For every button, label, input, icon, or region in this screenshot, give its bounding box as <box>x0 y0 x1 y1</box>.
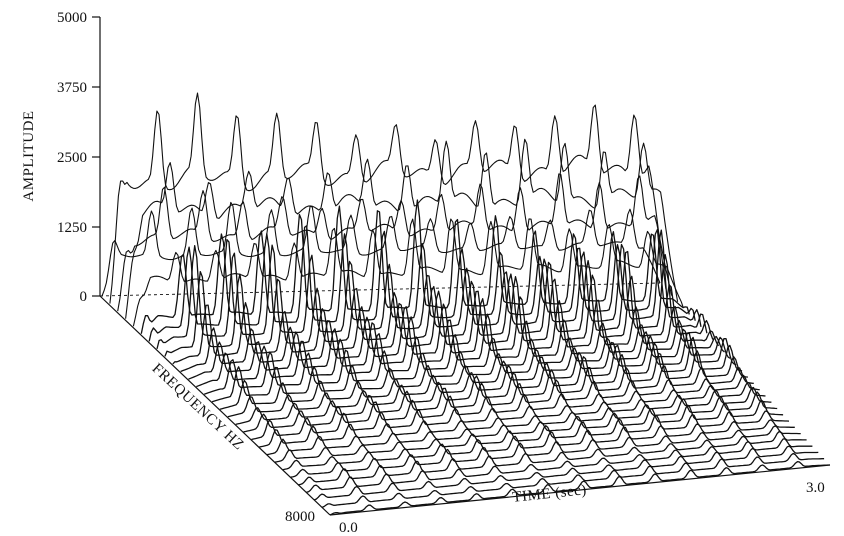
spectral-trace <box>290 425 801 478</box>
time-tick-label-start: 0.0 <box>339 520 358 536</box>
spectral-trace <box>109 92 667 304</box>
spectral-trace <box>274 410 790 463</box>
trace-group <box>101 92 830 516</box>
amplitude-axis-title: AMPLITUDE <box>21 110 37 201</box>
spectral-trace <box>227 365 754 418</box>
spectral-trace <box>196 328 731 388</box>
spectral-trace <box>211 336 743 403</box>
spectral-trace <box>298 430 807 486</box>
amplitude-tick-label: 1250 <box>57 220 87 236</box>
spectral-trace <box>235 374 760 426</box>
spectral-trace <box>156 229 702 350</box>
time-axis-line <box>329 464 831 516</box>
spectral-trace <box>117 173 673 312</box>
time-axis-title: TIME (sec) <box>512 482 588 506</box>
spectral-trace <box>282 419 795 471</box>
spectral-trace <box>314 445 819 501</box>
time-tick-label-end: 3.0 <box>806 480 825 496</box>
spectral-trace <box>172 274 714 365</box>
spectral-trace <box>132 218 684 327</box>
amplitude-tick-label: 0 <box>80 289 88 305</box>
spectral-trace <box>180 296 720 373</box>
spectral-trace <box>329 461 830 516</box>
amplitude-tick-label: 2500 <box>57 150 87 166</box>
spectral-trace <box>321 452 825 508</box>
spectral-trace <box>125 138 679 319</box>
spectral-trace <box>266 399 784 456</box>
spectral-trace <box>243 381 766 433</box>
frequency-axis-line <box>99 295 331 516</box>
spectral-trace <box>306 438 813 493</box>
amplitude-tick-label: 5000 <box>57 10 87 26</box>
amplitude-tick-label: 3750 <box>57 80 87 96</box>
spectral-trace <box>251 386 772 441</box>
frequency-tick-label: 8000 <box>285 509 315 525</box>
